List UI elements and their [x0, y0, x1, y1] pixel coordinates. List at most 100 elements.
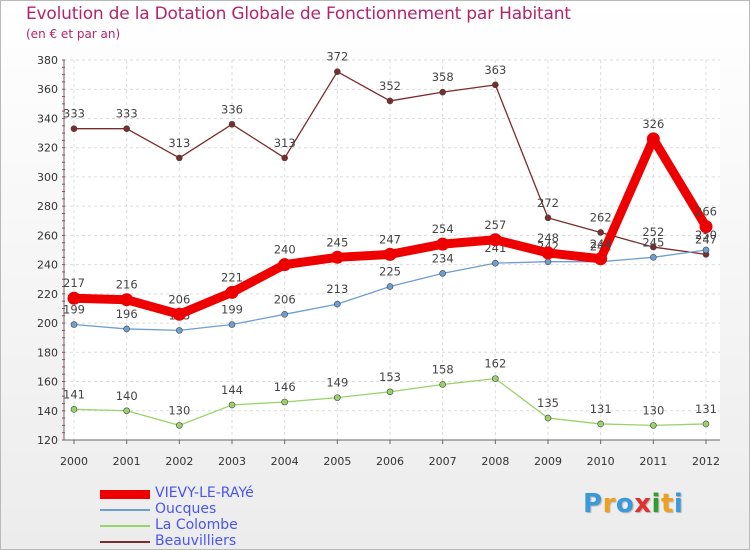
y-tick-label: 360: [37, 83, 58, 96]
logo-letter: P: [583, 489, 603, 519]
data-point-oucques: [334, 300, 341, 308]
x-tick-label: 2006: [376, 455, 404, 468]
y-tick-label: 120: [37, 434, 58, 447]
data-label-oucques: 234: [432, 251, 454, 265]
x-tick-label: 2010: [587, 455, 615, 468]
data-label-la-colombe: 146: [274, 380, 296, 394]
data-point-vievy-le-ray: [646, 132, 660, 146]
data-label-beauvilliers: 352: [379, 79, 401, 93]
data-label-la-colombe: 131: [590, 402, 612, 416]
x-tick-label: 2008: [481, 455, 509, 468]
data-point-beauvilliers: [650, 243, 657, 251]
legend-item-la-colombe: La Colombe: [100, 517, 320, 534]
data-point-vievy-le-ray: [699, 220, 713, 234]
data-label-vievy-le-ray: 244: [590, 237, 612, 251]
legend-label-beauvilliers: Beauvilliers: [155, 533, 237, 549]
data-label-beauvilliers: 252: [642, 225, 664, 239]
legend-swatch-beauvilliers: [100, 541, 150, 543]
logo-letter: o: [615, 489, 635, 519]
x-tick-label: 2002: [165, 455, 193, 468]
logo-letter: t: [660, 489, 674, 519]
y-tick-label: 300: [37, 171, 58, 184]
data-point-vievy-le-ray: [436, 237, 450, 251]
chart-title: Evolution de la Dotation Globale de Fonc…: [26, 4, 571, 24]
logo-letter: r: [602, 489, 616, 519]
data-label-beauvilliers: 272: [537, 196, 559, 210]
y-tick-label: 340: [37, 112, 58, 125]
logo-letter: i: [673, 489, 684, 519]
data-label-vievy-le-ray: 257: [484, 218, 506, 232]
data-label-la-colombe: 130: [642, 403, 664, 417]
x-tick-label: 2011: [639, 455, 667, 468]
data-point-beauvilliers: [334, 68, 341, 75]
legend-swatch-oucques: [100, 509, 150, 511]
data-label-la-colombe: 149: [326, 376, 348, 390]
legend: VIEVY-LE-RAYé Oucques La Colombe Beauvil…: [100, 485, 320, 550]
data-point-oucques: [492, 259, 499, 267]
data-point-beauvilliers: [544, 214, 552, 222]
data-point-oucques: [70, 321, 78, 328]
legend-swatch-la-colombe: [100, 525, 150, 527]
data-label-la-colombe: 144: [221, 383, 243, 397]
proxiti-logo: Proxiti: [583, 489, 683, 519]
data-label-vievy-le-ray: 216: [116, 278, 138, 292]
data-label-beauvilliers: 333: [116, 107, 138, 121]
data-label-oucques: 213: [326, 282, 348, 296]
data-label-la-colombe: 140: [116, 389, 138, 403]
y-tick-label: 180: [37, 346, 58, 359]
x-tick-label: 2004: [271, 455, 299, 468]
data-label-la-colombe: 130: [168, 403, 190, 417]
data-point-vievy-le-ray: [594, 252, 608, 266]
y-tick-label: 200: [37, 317, 58, 330]
legend-item-beauvilliers: Beauvilliers: [100, 533, 320, 550]
x-tick-label: 2003: [218, 455, 246, 468]
data-label-beauvilliers: 313: [274, 136, 296, 150]
data-label-vievy-le-ray: 247: [379, 232, 401, 246]
data-label-vievy-le-ray: 245: [326, 235, 348, 249]
data-label-vievy-le-ray: 206: [168, 292, 190, 306]
data-point-la-colombe: [492, 375, 499, 382]
data-point-oucques: [544, 258, 552, 265]
data-point-la-colombe: [70, 406, 78, 413]
x-tick-label: 2000: [60, 455, 88, 468]
logo-letter: x: [634, 489, 652, 519]
data-label-la-colombe: 153: [379, 370, 401, 384]
y-tick-label: 320: [37, 142, 58, 155]
data-label-beauvilliers: 336: [221, 102, 243, 116]
data-point-la-colombe: [281, 398, 288, 406]
data-label-beauvilliers: 247: [695, 232, 717, 246]
data-label-la-colombe: 131: [695, 402, 717, 416]
legend-swatch-vievy: [100, 490, 150, 499]
data-point-oucques: [176, 327, 183, 334]
data-label-vievy-le-ray: 326: [642, 117, 664, 131]
data-label-vievy-le-ray: 217: [63, 276, 85, 290]
y-tick-label: 240: [37, 259, 58, 272]
data-point-vievy-le-ray: [488, 233, 502, 247]
data-point-vievy-le-ray: [278, 258, 292, 272]
legend-label-oucques: Oucques: [155, 501, 217, 517]
data-point-oucques: [650, 254, 657, 261]
x-tick-label: 2009: [534, 455, 562, 468]
data-label-vievy-le-ray: 221: [221, 270, 243, 284]
x-tick-label: 2012: [692, 455, 720, 468]
data-point-beauvilliers: [492, 81, 499, 89]
data-point-la-colombe: [386, 388, 394, 396]
data-point-vievy-le-ray: [383, 247, 397, 261]
data-point-vievy-le-ray: [330, 250, 344, 264]
data-point-oucques: [386, 283, 394, 290]
data-point-la-colombe: [176, 422, 183, 429]
data-label-oucques: 196: [116, 307, 138, 321]
data-label-oucques: 225: [379, 265, 401, 279]
data-label-la-colombe: 135: [537, 396, 559, 410]
legend-item-vievy: VIEVY-LE-RAYé: [100, 485, 320, 502]
data-label-vievy-le-ray: 266: [695, 205, 717, 219]
data-point-vievy-le-ray: [541, 246, 555, 260]
data-label-oucques: 245: [642, 235, 664, 249]
data-point-beauvilliers: [123, 125, 130, 132]
y-tick-label: 160: [37, 376, 58, 389]
data-point-la-colombe: [650, 422, 657, 429]
data-point-la-colombe: [228, 401, 236, 409]
data-label-oucques: 199: [221, 303, 243, 317]
y-tick-label: 220: [37, 288, 58, 301]
data-point-oucques: [439, 270, 446, 277]
